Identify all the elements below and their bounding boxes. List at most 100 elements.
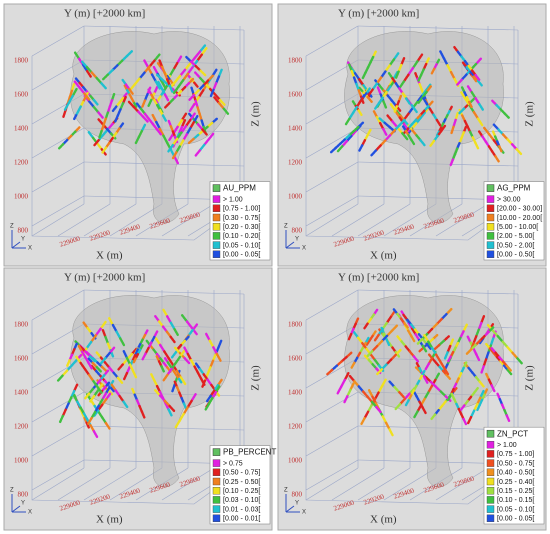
drillhole-segment bbox=[474, 352, 481, 362]
drillhole-segment bbox=[186, 399, 193, 409]
drillhole-segment bbox=[200, 377, 206, 387]
drillhole-segment bbox=[501, 340, 509, 349]
drillhole-segment bbox=[162, 134, 169, 144]
drillhole-segment bbox=[505, 364, 512, 372]
z-axis-label: Z (m) bbox=[524, 101, 536, 127]
gizmo-label: Z bbox=[10, 224, 14, 230]
drillhole-segment bbox=[128, 87, 134, 95]
drillhole-segment bbox=[128, 363, 135, 373]
drillhole-segment bbox=[464, 97, 471, 107]
drillhole-segment bbox=[119, 337, 126, 347]
drillhole-segment bbox=[182, 72, 190, 82]
drillhole-segment bbox=[87, 361, 93, 370]
grid-line bbox=[31, 467, 85, 501]
drillhole-segment bbox=[101, 73, 110, 81]
z-tick-label: 1200 bbox=[288, 159, 303, 167]
drillhole-segment bbox=[90, 71, 98, 80]
x-axis-label: X (m) bbox=[96, 250, 123, 262]
legend-swatch bbox=[486, 213, 495, 222]
drillhole-segment bbox=[212, 82, 218, 92]
drillhole-segment bbox=[447, 355, 452, 363]
drillhole-segment bbox=[442, 366, 450, 376]
z-tick-label: 1200 bbox=[288, 423, 303, 431]
drillhole-segment bbox=[482, 358, 488, 368]
legend-swatch bbox=[486, 440, 495, 449]
drillhole-segment bbox=[361, 71, 367, 80]
drillhole-segment bbox=[132, 357, 137, 365]
drillhole-segment bbox=[459, 330, 465, 340]
drillhole-segment bbox=[178, 349, 186, 359]
drillhole-segment bbox=[391, 120, 399, 129]
legend-label: [0.20 - 0.30[ bbox=[223, 224, 260, 231]
legend-label: > 0.75 bbox=[223, 460, 243, 467]
drillhole-segment bbox=[179, 376, 187, 386]
drillhole-segment bbox=[177, 377, 183, 385]
drillhole-segment bbox=[478, 380, 485, 388]
drillhole-segment bbox=[476, 403, 481, 412]
grid-line bbox=[57, 203, 111, 237]
drillhole-segment bbox=[380, 378, 387, 388]
drillhole-segment bbox=[205, 394, 212, 403]
drillhole-segment bbox=[421, 406, 427, 415]
drillhole-segment bbox=[357, 97, 364, 105]
panel: Y (m) [+2000 km] X (m) Z (m) 1800 1600 1400 12… bbox=[277, 3, 547, 267]
drillhole-segment bbox=[427, 340, 434, 350]
drillhole-segment bbox=[208, 339, 215, 349]
orebody-shell bbox=[344, 295, 504, 487]
drillhole-segment bbox=[158, 343, 166, 353]
z-tick-label: 1600 bbox=[288, 355, 303, 363]
drillhole-segment bbox=[215, 352, 222, 362]
legend-label: [0.05 - 0.10[ bbox=[497, 506, 534, 513]
drillhole-segment bbox=[57, 142, 65, 150]
drillhole-segment bbox=[427, 385, 433, 394]
drillhole-segment bbox=[369, 149, 378, 157]
drillhole-segment bbox=[366, 350, 374, 358]
gizmo-label: Z bbox=[284, 224, 288, 230]
drillhole-segment bbox=[75, 355, 82, 365]
drillhole-segment bbox=[412, 355, 420, 363]
gizmo-label: X bbox=[302, 246, 306, 252]
drillhole-segment bbox=[134, 135, 141, 145]
drillhole-segment bbox=[122, 400, 129, 409]
drillhole-segment bbox=[193, 81, 199, 88]
drillhole-segment bbox=[363, 322, 369, 330]
z-tick-label: 1800 bbox=[288, 57, 303, 65]
drillhole-segment bbox=[393, 105, 399, 113]
legend-title: PB_PERCENT bbox=[223, 448, 276, 457]
grid-line bbox=[57, 467, 111, 501]
grid-line bbox=[31, 161, 85, 193]
drillhole-segment bbox=[154, 337, 162, 347]
drillhole-segment bbox=[479, 389, 485, 399]
drillhole-segment bbox=[401, 132, 409, 141]
legend-swatch bbox=[212, 505, 221, 513]
z-tick-label: 1000 bbox=[14, 193, 29, 201]
drillhole-segment bbox=[140, 410, 146, 419]
drillhole-segment bbox=[350, 361, 356, 369]
z-tick-label: 1200 bbox=[14, 423, 29, 431]
drillhole-segment bbox=[72, 114, 78, 121]
drillhole-segment bbox=[198, 44, 207, 53]
drillhole-segment bbox=[458, 107, 466, 115]
legend-swatch bbox=[486, 468, 495, 477]
grid-line bbox=[31, 195, 85, 227]
drillhole-segment bbox=[180, 119, 187, 129]
drillhole-segment bbox=[506, 346, 514, 355]
drillhole-segment bbox=[371, 82, 379, 91]
drillhole-segment bbox=[367, 88, 374, 97]
drillhole-segment bbox=[516, 357, 524, 366]
drillhole-segment bbox=[141, 99, 147, 109]
drillhole-segment bbox=[152, 65, 159, 76]
drillhole-segment bbox=[478, 102, 485, 112]
drillhole-segment bbox=[222, 107, 230, 116]
drillhole-segment bbox=[376, 86, 382, 96]
legend-swatch bbox=[212, 232, 221, 240]
legend-swatch bbox=[486, 459, 495, 467]
legend-swatch bbox=[486, 477, 495, 486]
drillhole-segment bbox=[472, 402, 479, 412]
drillhole-segment bbox=[365, 339, 371, 346]
grid-line bbox=[305, 391, 359, 423]
legend-swatch bbox=[212, 195, 221, 203]
drillhole-segment bbox=[385, 338, 391, 347]
drillhole-segment bbox=[410, 138, 416, 146]
drillhole-segment bbox=[169, 335, 176, 344]
